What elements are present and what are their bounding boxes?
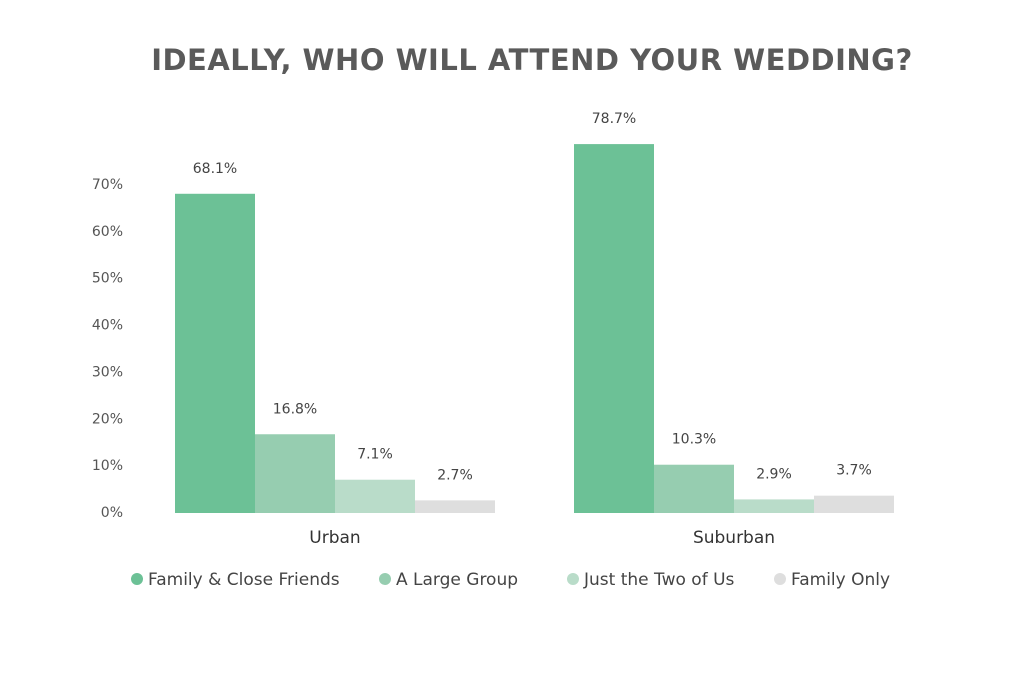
data-label: 16.8%	[273, 401, 317, 417]
y-tick-label: 10%	[92, 458, 123, 474]
chart-title: IDEALLY, WHO WILL ATTEND YOUR WEDDING?	[151, 43, 913, 77]
y-tick-label: 0%	[101, 505, 123, 521]
bar	[335, 479, 415, 513]
legend-label: Just the Two of Us	[583, 570, 735, 590]
x-tick-label: Urban	[309, 528, 360, 548]
bar	[415, 500, 495, 513]
legend-swatch	[131, 573, 143, 585]
y-tick-label: 70%	[92, 177, 123, 193]
legend-label: Family & Close Friends	[148, 570, 340, 590]
y-tick-label: 50%	[92, 271, 123, 287]
data-label: 10.3%	[672, 432, 716, 448]
y-tick-label: 30%	[92, 364, 123, 380]
data-label: 68.1%	[193, 161, 237, 177]
bar	[255, 434, 335, 513]
data-label: 2.9%	[756, 466, 792, 482]
bar	[175, 193, 255, 513]
data-label: 7.1%	[357, 447, 393, 463]
y-tick-label: 20%	[92, 411, 123, 427]
legend-swatch	[774, 573, 786, 585]
legend-swatch	[567, 573, 579, 585]
x-tick-label: Suburban	[693, 528, 775, 548]
data-label: 3.7%	[836, 463, 872, 479]
bar	[574, 144, 654, 513]
legend-label: A Large Group	[396, 570, 518, 590]
legend-label: Family Only	[791, 570, 890, 590]
y-tick-label: 40%	[92, 318, 123, 334]
y-tick-label: 60%	[92, 224, 123, 240]
bar	[654, 464, 734, 513]
legend-swatch	[379, 573, 391, 585]
data-label: 2.7%	[437, 467, 473, 483]
data-label: 78.7%	[592, 111, 636, 127]
bar	[814, 495, 894, 513]
bar	[734, 499, 814, 513]
